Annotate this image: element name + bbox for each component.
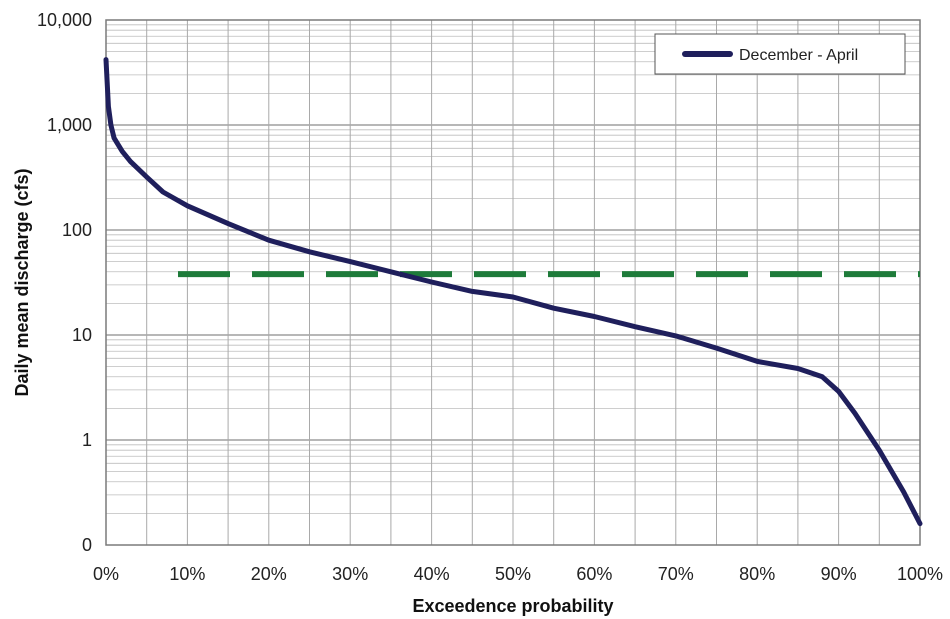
x-tick-label: 70%: [658, 564, 694, 584]
y-tick-label: 100: [62, 220, 92, 240]
x-tick-labels: 0% 10% 20% 30% 40% 50% 60% 70% 80% 90% 100%: [93, 564, 943, 584]
x-tick-label: 60%: [576, 564, 612, 584]
x-tick-label: 20%: [251, 564, 287, 584]
y-tick-label: 0: [82, 535, 92, 555]
x-tick-label: 90%: [821, 564, 857, 584]
x-tick-label: 40%: [414, 564, 450, 584]
series-line: [103, 57, 923, 527]
y-tick-labels: 0 1 10 100 1,000 10,000: [37, 10, 92, 555]
y-tick-label: 10,000: [37, 10, 92, 30]
x-tick-label: 10%: [169, 564, 205, 584]
plot-frame: [105, 19, 921, 546]
x-tick-label: 80%: [739, 564, 775, 584]
y-tick-label: 1,000: [47, 115, 92, 135]
legend-label: December - April: [739, 47, 858, 64]
legend: December - April: [654, 33, 906, 75]
x-tick-label: 0%: [93, 564, 119, 584]
grid: [106, 20, 920, 545]
x-tick-label: 100%: [897, 564, 943, 584]
y-tick-label: 10: [72, 325, 92, 345]
x-tick-label: 50%: [495, 564, 531, 584]
y-tick-label: 1: [82, 430, 92, 450]
series-layer: [103, 57, 923, 527]
x-axis-title: Exceedence probability: [412, 596, 613, 616]
x-tick-label: 30%: [332, 564, 368, 584]
y-axis-title: Daily mean discharge (cfs): [12, 168, 32, 396]
